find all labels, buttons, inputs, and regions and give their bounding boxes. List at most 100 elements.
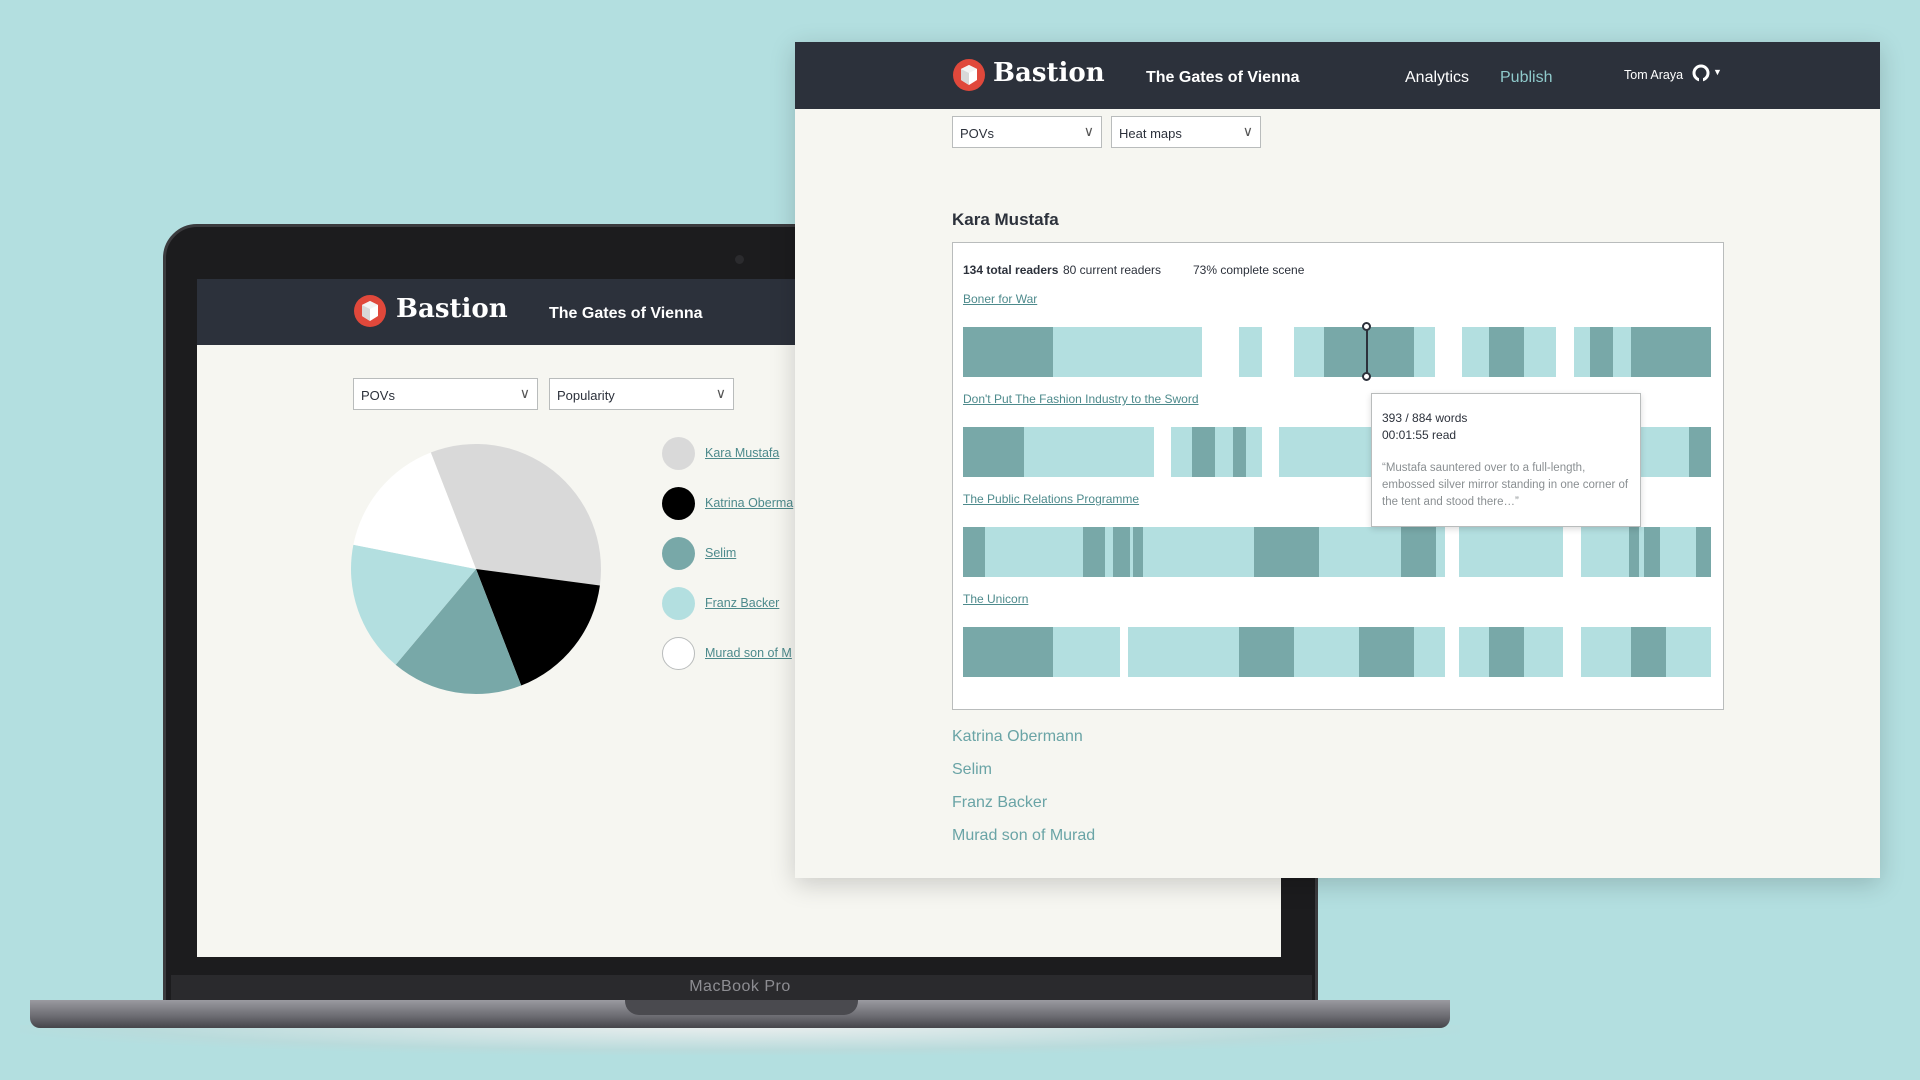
heatmap-card: 134 total readers 80 current readers 73%… xyxy=(952,242,1724,710)
pov-filter-select[interactable]: POVs ∨ xyxy=(353,378,538,410)
legend-item[interactable]: Katrina Oberma xyxy=(662,487,862,521)
legend-label[interactable]: Katrina Oberma xyxy=(705,496,794,510)
scene-link[interactable]: Don't Put The Fashion Industry to the Sw… xyxy=(963,392,1199,406)
chevron-down-icon: ∨ xyxy=(1242,123,1253,139)
view-filter-value: Heat maps xyxy=(1119,126,1182,141)
bastion-logo-icon xyxy=(354,295,386,327)
pie-slice[interactable] xyxy=(476,569,600,686)
heat-segment xyxy=(1435,327,1462,377)
heat-segment xyxy=(963,527,985,577)
legend-label[interactable]: Selim xyxy=(705,546,737,560)
selected-pov-title: Kara Mustafa xyxy=(952,210,1059,229)
heat-segment xyxy=(1359,627,1414,677)
chevron-down-icon: ∨ xyxy=(519,385,530,401)
heat-segment xyxy=(963,427,1024,477)
heatmap-tooltip: 393 / 884 words 00:01:55 read “Mustafa s… xyxy=(1371,393,1641,527)
pov-item[interactable]: Katrina Obermann xyxy=(952,728,1083,745)
heat-segment xyxy=(1254,527,1319,577)
scene-link[interactable]: The Unicorn xyxy=(963,592,1029,606)
heat-segment xyxy=(963,327,1053,377)
pov-filter-select[interactable]: POVs ∨ xyxy=(952,116,1102,148)
heat-segment xyxy=(1262,427,1279,477)
metric-filter-value: Popularity xyxy=(557,388,615,403)
laptop-notch xyxy=(625,1000,858,1015)
nav-analytics[interactable]: Analytics xyxy=(1405,69,1470,86)
laptop-camera xyxy=(735,255,744,264)
pie-slice[interactable] xyxy=(351,544,476,665)
caret-down-icon[interactable]: ▼ xyxy=(1713,67,1722,77)
heat-segment xyxy=(1324,327,1414,377)
brand-name[interactable]: Bastion xyxy=(396,294,508,324)
pie-slice[interactable] xyxy=(430,444,601,586)
current-readers-stat: 80 current readers xyxy=(1063,263,1162,277)
heat-segment xyxy=(1083,527,1105,577)
pov-item[interactable]: Selim xyxy=(952,761,993,778)
scene-heatmap[interactable] xyxy=(963,627,1711,677)
laptop-model-label: MacBook Pro xyxy=(689,978,791,995)
heat-segment xyxy=(1696,527,1711,577)
tooltip-excerpt: “Mustafa sauntered over to a full-length… xyxy=(1382,462,1629,508)
legend-item[interactable]: Kara Mustafa xyxy=(662,437,862,471)
app-header: Bastion The Gates of Vienna Analytics Pu… xyxy=(795,42,1880,109)
heat-segment xyxy=(1631,627,1666,677)
heat-segment xyxy=(1154,427,1171,477)
pov-item[interactable]: Murad son of Murad xyxy=(952,827,1096,844)
reading-position-marker[interactable] xyxy=(1366,327,1368,377)
heat-segment xyxy=(1445,527,1459,577)
legend-swatch xyxy=(662,587,695,620)
heat-segment xyxy=(1113,527,1130,577)
brand-name[interactable]: Bastion xyxy=(993,58,1105,88)
heat-segment xyxy=(1401,527,1436,577)
bastion-logo-icon xyxy=(953,59,985,91)
legend-swatch xyxy=(662,537,695,570)
legend-swatch xyxy=(662,487,695,520)
heat-segment xyxy=(1233,427,1246,477)
marker-handle-top[interactable] xyxy=(1362,322,1371,331)
user-avatar-icon[interactable] xyxy=(1692,64,1710,82)
legend-item[interactable]: Franz Backer xyxy=(662,587,862,621)
marker-handle-bottom[interactable] xyxy=(1362,372,1371,381)
pov-filter-value: POVs xyxy=(361,388,395,403)
heat-segment xyxy=(1556,327,1574,377)
heat-segment xyxy=(1133,527,1143,577)
chevron-down-icon: ∨ xyxy=(1083,123,1094,139)
heat-segment xyxy=(1563,627,1581,677)
heat-segment xyxy=(1590,327,1613,377)
app-window: Bastion The Gates of Vienna Analytics Pu… xyxy=(795,42,1880,878)
tooltip-words: 393 / 884 words xyxy=(1382,411,1468,425)
nav-publish[interactable]: Publish xyxy=(1500,69,1553,86)
heat-segment xyxy=(1489,327,1524,377)
heat-segment xyxy=(1192,427,1215,477)
pie-slice[interactable] xyxy=(353,452,476,569)
tooltip-read-time: 00:01:55 read xyxy=(1382,428,1457,442)
scene-heatmap[interactable] xyxy=(963,527,1711,577)
heat-segment xyxy=(1120,627,1128,677)
legend-item[interactable]: Selim xyxy=(662,537,862,571)
legend-item[interactable]: Murad son of M xyxy=(662,637,862,671)
user-name[interactable]: Tom Araya xyxy=(1624,68,1684,82)
heat-segment xyxy=(1262,327,1294,377)
book-title: The Gates of Vienna xyxy=(549,305,703,322)
heat-segment xyxy=(1644,527,1660,577)
heat-segment xyxy=(1489,627,1524,677)
book-title: The Gates of Vienna xyxy=(1146,69,1300,86)
heat-segment xyxy=(1445,627,1459,677)
scene-link[interactable]: Boner for War xyxy=(963,292,1038,306)
pie-slice[interactable] xyxy=(395,569,522,694)
laptop-shadow xyxy=(20,1025,1460,1055)
pov-item[interactable]: Franz Backer xyxy=(952,794,1048,811)
complete-scene-stat: 73% complete scene xyxy=(1193,263,1305,277)
legend-label[interactable]: Kara Mustafa xyxy=(705,446,780,460)
legend-label[interactable]: Franz Backer xyxy=(705,596,780,610)
scene-heatmap[interactable] xyxy=(963,327,1711,377)
view-filter-select[interactable]: Heat maps ∨ xyxy=(1111,116,1261,148)
heat-segment xyxy=(1202,327,1239,377)
heat-segment xyxy=(1629,527,1639,577)
legend-label[interactable]: Murad son of M xyxy=(705,646,792,660)
chevron-down-icon: ∨ xyxy=(715,385,726,401)
scene-link[interactable]: The Public Relations Programme xyxy=(963,492,1140,506)
heat-segment xyxy=(1631,327,1711,377)
heat-segment xyxy=(1239,627,1294,677)
legend-swatch xyxy=(662,437,695,470)
metric-filter-select[interactable]: Popularity ∨ xyxy=(549,378,734,410)
